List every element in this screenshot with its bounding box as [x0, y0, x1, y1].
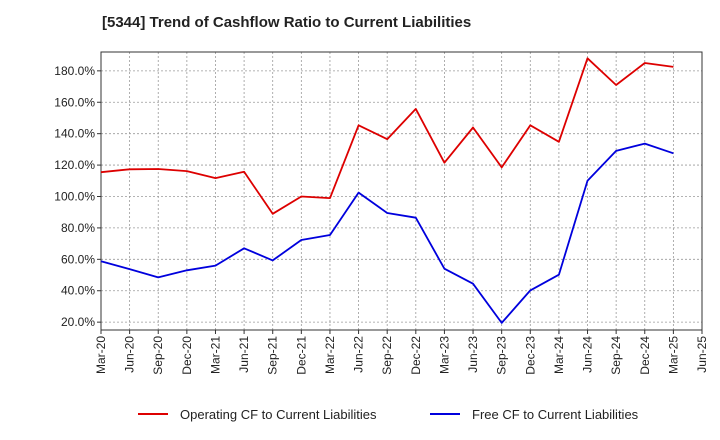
x-tick-label: Jun-24: [581, 336, 595, 373]
legend-label: Free CF to Current Liabilities: [472, 407, 639, 422]
plot-frame: [100, 51, 703, 331]
x-tick-label: Jun-25: [695, 336, 709, 373]
y-tick-label: 40.0%: [61, 284, 95, 298]
x-tick-label: Sep-24: [609, 336, 623, 375]
series-line-operating-cf: [100, 57, 674, 215]
x-tick-label: Mar-20: [94, 336, 108, 374]
x-tick-label: Sep-20: [151, 336, 165, 375]
y-tick-label: 80.0%: [61, 221, 95, 235]
y-tick-label: 140.0%: [54, 127, 95, 141]
y-tick-label: 60.0%: [61, 252, 95, 266]
x-tick-label: Jun-21: [237, 336, 251, 373]
y-tick-label: 160.0%: [54, 95, 95, 109]
y-tick-label: 120.0%: [54, 158, 95, 172]
x-tick-label: Dec-24: [638, 336, 652, 375]
x-tick-label: Jun-23: [466, 336, 480, 373]
x-tick-label: Jun-22: [352, 336, 366, 373]
axis-layer: 20.0% 40.0% 60.0% 80.0% 100.0% 120.0% 140.0% 16…: [54, 51, 709, 375]
x-tick-label: Sep-23: [495, 336, 509, 375]
x-tick-label: Dec-23: [523, 336, 537, 375]
x-tick-label: Sep-21: [266, 336, 280, 375]
x-tick-label: Dec-20: [180, 336, 194, 375]
chart-title: [5344] Trend of Cashflow Ratio to Curren…: [102, 14, 472, 31]
y-tick-label: 100.0%: [54, 189, 95, 203]
x-tick-label: Jun-20: [123, 336, 137, 373]
x-tick-label: Dec-21: [294, 336, 308, 375]
series-line-free-cf: [100, 142, 674, 324]
x-tick-label: Mar-21: [208, 336, 222, 374]
y-tick-label: 20.0%: [61, 315, 95, 329]
x-tick-label: Mar-23: [437, 336, 451, 374]
legend-layer: Operating CF to Current Liabilities Free …: [138, 407, 639, 422]
y-tick-label: 180.0%: [54, 64, 95, 78]
x-tick-label: Mar-24: [552, 336, 566, 374]
x-tick-label: Mar-22: [323, 336, 337, 374]
x-tick-label: Sep-22: [380, 336, 394, 375]
series-layer: [100, 57, 674, 324]
grid-layer: [100, 52, 703, 330]
x-tick-label: Mar-25: [666, 336, 680, 374]
x-tick-label: Dec-22: [409, 336, 423, 375]
legend-label: Operating CF to Current Liabilities: [180, 407, 377, 422]
